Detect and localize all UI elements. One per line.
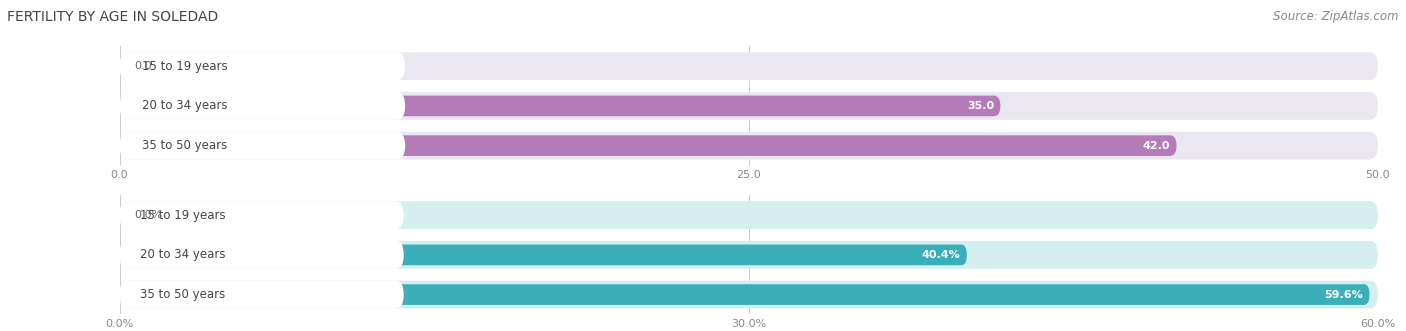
Text: 20 to 34 years: 20 to 34 years [142, 99, 228, 113]
FancyBboxPatch shape [120, 52, 405, 80]
Text: 20 to 34 years: 20 to 34 years [141, 248, 226, 261]
FancyBboxPatch shape [120, 132, 405, 160]
FancyBboxPatch shape [120, 245, 967, 265]
FancyBboxPatch shape [120, 132, 1378, 160]
Text: 35 to 50 years: 35 to 50 years [142, 139, 226, 152]
Text: 40.4%: 40.4% [922, 250, 960, 260]
FancyBboxPatch shape [120, 281, 404, 308]
Text: 35.0: 35.0 [967, 101, 994, 111]
Text: Source: ZipAtlas.com: Source: ZipAtlas.com [1274, 10, 1399, 23]
FancyBboxPatch shape [120, 281, 1378, 308]
Text: 0.0: 0.0 [135, 61, 152, 71]
FancyBboxPatch shape [120, 201, 404, 229]
FancyBboxPatch shape [120, 284, 1369, 305]
Text: 59.6%: 59.6% [1324, 290, 1364, 300]
FancyBboxPatch shape [120, 92, 1378, 120]
Text: 0.0%: 0.0% [135, 210, 163, 220]
Text: 35 to 50 years: 35 to 50 years [141, 288, 225, 301]
Text: FERTILITY BY AGE IN SOLEDAD: FERTILITY BY AGE IN SOLEDAD [7, 10, 218, 24]
Text: 15 to 19 years: 15 to 19 years [141, 209, 226, 222]
FancyBboxPatch shape [120, 96, 1001, 116]
FancyBboxPatch shape [120, 52, 1378, 80]
Text: 15 to 19 years: 15 to 19 years [142, 60, 228, 73]
FancyBboxPatch shape [120, 92, 405, 120]
Text: 42.0: 42.0 [1143, 141, 1170, 151]
FancyBboxPatch shape [120, 241, 404, 269]
FancyBboxPatch shape [120, 241, 1378, 269]
FancyBboxPatch shape [120, 201, 1378, 229]
FancyBboxPatch shape [120, 135, 1177, 156]
